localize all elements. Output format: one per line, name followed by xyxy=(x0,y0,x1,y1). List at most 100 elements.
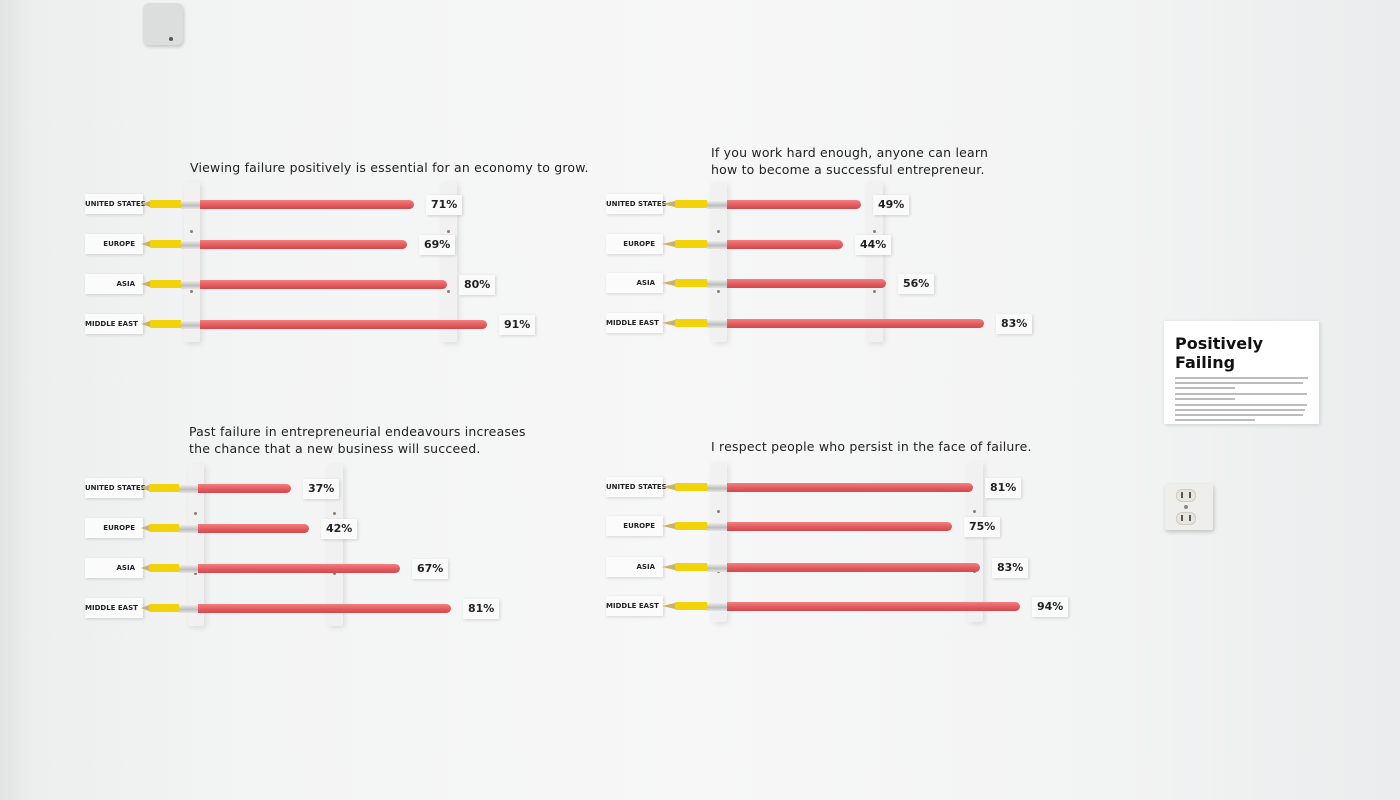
data-bar xyxy=(727,602,1020,611)
data-bar xyxy=(727,522,952,531)
pencil-tip xyxy=(141,525,149,531)
pencil-body xyxy=(150,200,182,208)
pencil-ferrule xyxy=(707,602,727,611)
pencil-tip xyxy=(662,320,675,326)
chart-bracket xyxy=(188,464,204,626)
pencil-ferrule xyxy=(181,280,201,289)
pencil-tip xyxy=(662,603,675,609)
pencil-ferrule xyxy=(707,483,727,492)
chart-title: Viewing failure positively is essential … xyxy=(190,160,589,175)
pencil-body xyxy=(675,602,708,610)
data-bar xyxy=(727,319,984,328)
category-label: EUROPE xyxy=(85,518,143,538)
pencil-body xyxy=(150,320,182,328)
category-label: MIDDLE EAST xyxy=(606,313,663,333)
sign-text-line xyxy=(1175,409,1305,411)
category-label: EUROPE xyxy=(606,234,663,254)
pencil-ferrule xyxy=(179,484,199,493)
data-bar xyxy=(200,280,447,289)
pencil-body xyxy=(675,240,708,248)
pencil-body xyxy=(675,319,708,327)
category-label: EUROPE xyxy=(606,516,663,536)
pencil-tip xyxy=(662,241,675,247)
pencil-ferrule xyxy=(181,320,201,329)
data-bar xyxy=(198,564,400,573)
category-label: MIDDLE EAST xyxy=(85,598,143,618)
category-label: ASIA xyxy=(606,557,663,577)
wall-sensor xyxy=(143,3,183,45)
pencil-ferrule xyxy=(179,564,199,573)
pencil-tip xyxy=(141,605,149,611)
data-bar xyxy=(200,240,407,249)
value-label: 83% xyxy=(992,558,1029,578)
sign-text-line xyxy=(1175,419,1255,421)
pencil-tip xyxy=(141,241,150,247)
category-label: UNITED STATES xyxy=(606,477,667,497)
pencil-body xyxy=(149,484,180,492)
pencil-body xyxy=(150,280,182,288)
data-bar xyxy=(200,200,414,209)
chart-bracket xyxy=(867,182,883,342)
pencil-tip xyxy=(141,485,149,491)
value-label: 91% xyxy=(499,315,536,335)
value-label: 80% xyxy=(459,275,496,295)
data-bar xyxy=(727,200,861,209)
pencil-tip xyxy=(141,201,150,207)
pencil-ferrule xyxy=(707,279,727,288)
pencil-ferrule xyxy=(707,522,727,531)
value-label: 83% xyxy=(996,314,1033,334)
chart-bracket xyxy=(711,182,727,342)
pencil-tip xyxy=(662,564,675,570)
category-label: MIDDLE EAST xyxy=(85,314,143,334)
sign-title-line2: Failing xyxy=(1175,353,1236,372)
pencil-body xyxy=(149,564,180,572)
data-bar xyxy=(198,604,451,613)
chart-title-line: If you work hard enough, anyone can lear… xyxy=(711,145,989,160)
pencil-ferrule xyxy=(179,604,199,613)
pencil-tip xyxy=(662,280,675,286)
category-label: ASIA xyxy=(606,273,663,293)
value-label: 44% xyxy=(855,235,892,255)
sign-text-line xyxy=(1175,404,1307,406)
pencil-ferrule xyxy=(181,240,201,249)
outlet-screw xyxy=(1184,505,1188,509)
value-label: 69% xyxy=(419,235,456,255)
chart-title: If you work hard enough, anyone can lear… xyxy=(711,144,988,178)
pencil-ferrule xyxy=(707,563,727,572)
value-label: 49% xyxy=(873,195,910,215)
value-label: 42% xyxy=(321,519,358,539)
chart-bracket xyxy=(327,464,343,626)
category-label: ASIA xyxy=(85,558,143,578)
pencil-tip xyxy=(662,201,675,207)
chart-title: I respect people who persist in the face… xyxy=(711,439,1032,454)
pencil-body xyxy=(675,483,708,491)
chart-title-line: the chance that a new business will succ… xyxy=(189,441,481,456)
data-bar xyxy=(198,524,309,533)
data-bar xyxy=(727,483,973,492)
pencil-body xyxy=(675,563,708,571)
category-label: UNITED STATES xyxy=(85,194,146,214)
chart-title-line: Past failure in entrepreneurial endeavou… xyxy=(189,424,526,439)
data-bar xyxy=(198,484,291,493)
data-bar xyxy=(200,320,487,329)
value-label: 81% xyxy=(985,478,1022,498)
data-bar xyxy=(727,563,980,572)
pencil-body xyxy=(675,200,708,208)
pencil-tip xyxy=(662,484,675,490)
sign-title-line1: Positively xyxy=(1175,334,1264,353)
value-label: 81% xyxy=(463,599,500,619)
pencil-body xyxy=(149,604,180,612)
pencil-ferrule xyxy=(707,240,727,249)
value-label: 94% xyxy=(1032,597,1069,617)
sign-text-line xyxy=(1175,387,1235,389)
value-label: 71% xyxy=(426,195,463,215)
category-label: EUROPE xyxy=(85,234,143,254)
sign-text-line xyxy=(1175,382,1303,384)
pencil-tip xyxy=(662,523,675,529)
pencil-tip xyxy=(141,321,150,327)
pencil-body xyxy=(675,522,708,530)
sign-title: Positively Failing xyxy=(1175,334,1263,372)
sign-text-line xyxy=(1175,414,1303,416)
value-label: 37% xyxy=(303,479,340,499)
data-bar xyxy=(727,240,843,249)
